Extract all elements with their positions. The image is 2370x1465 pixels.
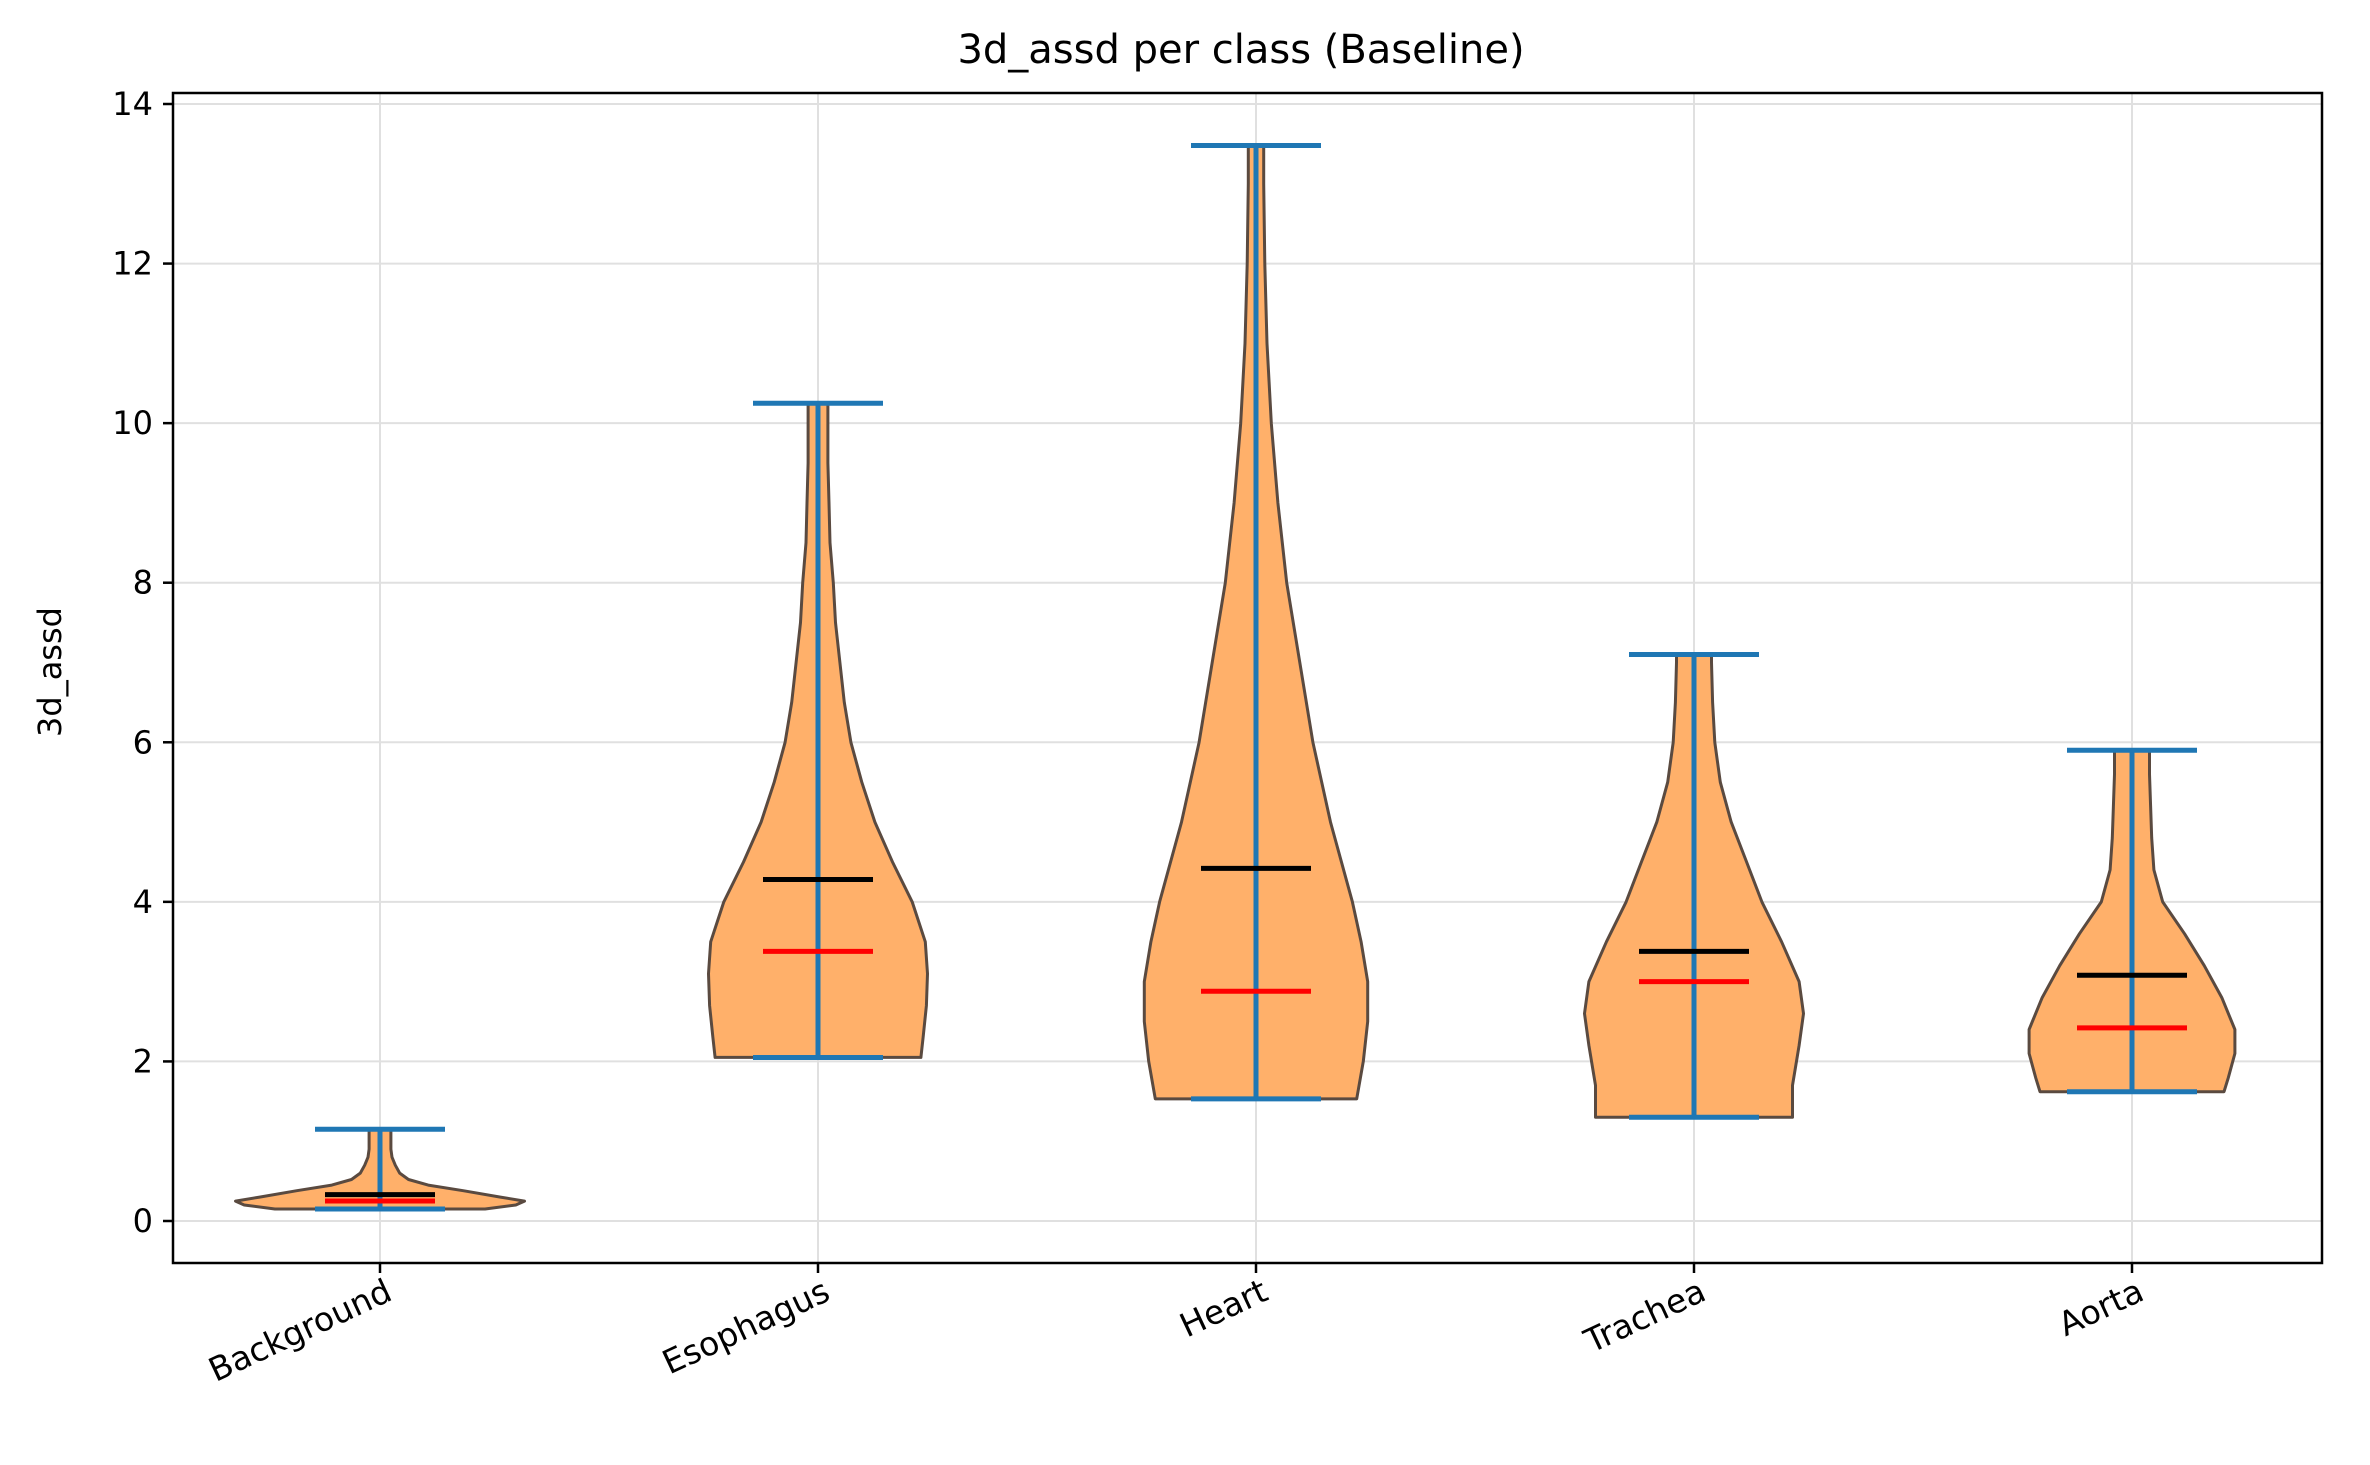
y-tick-label: 10 — [112, 404, 153, 442]
y-axis-label: 3d_assd — [31, 607, 69, 737]
y-tick-label: 12 — [112, 245, 153, 283]
chart-title: 3d_assd per class (Baseline) — [957, 27, 1524, 73]
y-tick-label: 4 — [133, 883, 153, 921]
y-tick-label: 2 — [133, 1042, 153, 1080]
y-tick-label: 6 — [133, 723, 153, 761]
plot-frame — [171, 91, 2324, 1265]
y-tick-label: 14 — [112, 85, 153, 123]
violins — [234, 142, 2237, 1212]
y-tick-label: 0 — [133, 1202, 153, 1240]
y-tick-label: 8 — [133, 564, 153, 602]
